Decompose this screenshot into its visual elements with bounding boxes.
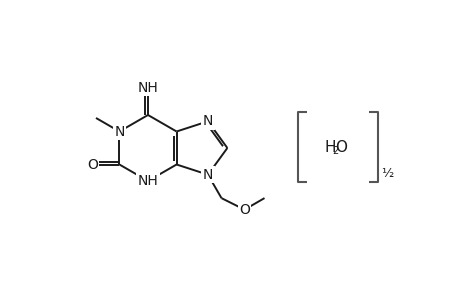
Text: 2: 2 <box>331 146 337 155</box>
Text: O: O <box>334 140 346 154</box>
Text: O: O <box>87 158 98 172</box>
Text: N: N <box>202 114 213 128</box>
Text: NH: NH <box>137 174 158 188</box>
Text: O: O <box>239 202 249 217</box>
Text: ½: ½ <box>380 167 392 180</box>
Text: N: N <box>202 168 213 182</box>
Text: H: H <box>324 140 335 154</box>
Text: NH: NH <box>137 81 158 95</box>
Text: N: N <box>114 124 124 139</box>
